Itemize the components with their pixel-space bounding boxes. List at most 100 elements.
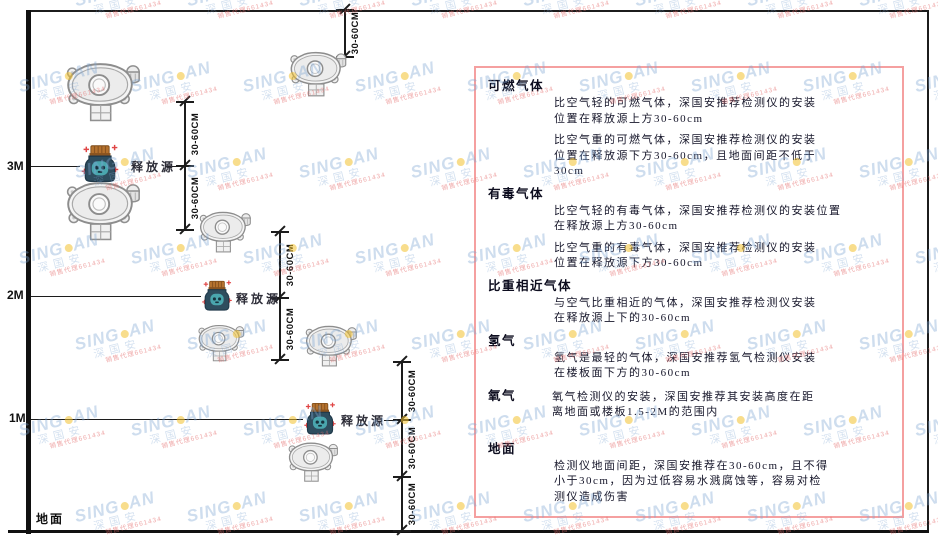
right-wall (927, 10, 929, 532)
section-paragraph: 氧气检测仪的安装，深国安推荐其安装高度在距 离地面或楼板1.5-2M的范围内 (552, 390, 815, 419)
section-title: 氧气 (488, 388, 517, 403)
floor-line (8, 530, 929, 533)
watermark-dot-icon (63, 243, 74, 253)
watermark-dot-icon (119, 501, 130, 511)
dim-tick (393, 419, 411, 421)
section-paragraph: 比空气轻的可燃气体，深国安推荐检测仪的安装 位置在释放源上方30-60cm (554, 97, 817, 125)
panel-section-hydrogen: 氢气 氢气是最轻的气体，深国安推荐氢气检测仪安装 在楼板面下方的30-60cm (488, 333, 890, 382)
gas-detector-icon (197, 211, 253, 253)
watermark-dot-icon (455, 329, 466, 339)
level-line-2m (31, 296, 201, 297)
dim-tick (271, 359, 289, 361)
dim-label: 30-60CM (284, 307, 296, 351)
watermark-dot-icon (399, 243, 410, 253)
watermark-dot-icon (455, 157, 466, 167)
watermark-dot-icon (399, 71, 410, 81)
dim-label: 30-60CM (189, 112, 201, 156)
watermark-dot-icon (231, 157, 242, 167)
section-paragraph: 氢气是最轻的气体，深国安推荐氢气检测仪安装 在楼板面下方的30-60cm (554, 351, 817, 380)
dim-label: 30-60CM (406, 426, 418, 470)
dim-tick (393, 530, 411, 532)
gas-detector-icon (302, 325, 360, 367)
dim-tick (393, 476, 411, 478)
dim-label: 30-60CM (284, 243, 296, 287)
dim-label: 30-60CM (406, 369, 418, 413)
connector-line-3m (165, 166, 185, 167)
left-wall (26, 10, 31, 534)
release-source-icon (198, 279, 236, 313)
watermark-dot-icon (903, 501, 914, 511)
dim-label: 30-60CM (349, 11, 361, 55)
watermark-dot-icon (343, 157, 354, 167)
section-paragraph: 检测仪地面间距，深国安推荐在30-60cm，且不得 小于30cm，因为过低容易水… (554, 459, 829, 503)
section-paragraph: 比空气重的有毒气体，深国安推荐检测仪的安装 位置在释放源下方30-60cm (554, 241, 817, 270)
gas-detector-icon (62, 181, 144, 241)
watermark-dot-icon (119, 329, 130, 339)
watermark-dot-icon (175, 243, 186, 253)
watermark-dot-icon (175, 415, 186, 425)
dimension-line (401, 362, 403, 532)
watermark-dot-icon (231, 501, 242, 511)
section-title: 可燃气体 (488, 79, 545, 93)
dim-tick (176, 229, 194, 231)
watermark-dot-icon (63, 415, 74, 425)
watermark-dot-icon (287, 415, 298, 425)
dim-tick (393, 361, 411, 363)
level-line-1m (31, 419, 303, 420)
dim-tick (271, 297, 289, 299)
panel-section-similar-density-gas: 比重相近气体 与空气比重相近的气体，深国安推荐检测仪安装 在释放源上下的30-6… (488, 278, 890, 327)
dim-tick (176, 101, 194, 103)
ground-label: 地面 (36, 512, 65, 526)
info-panel: 可燃气体 比空气轻的可燃气体，深国安推荐检测仪的安装 位置在释放源上方30-60… (474, 66, 904, 518)
height-label-2m: 2M (7, 288, 24, 302)
release-source-label: 释放源 (341, 414, 387, 428)
dim-label: 30-60CM (406, 482, 418, 526)
dimension-line (344, 10, 346, 57)
panel-section-oxygen: 氧气 氧气检测仪的安装，深国安推荐其安装高度在距 离地面或楼板1.5-2M的范围… (488, 388, 890, 427)
gas-detector-icon (286, 441, 340, 483)
watermark-dot-icon (175, 71, 186, 81)
section-paragraph: 比空气轻的有毒气体，深国安推荐检测仪的安装位置 在释放源上方30-60cm (554, 204, 842, 233)
section-paragraph: 与空气比重相近的气体，深国安推荐检测仪安装 在释放源上下的30-60cm (554, 296, 817, 325)
watermark-dot-icon (455, 501, 466, 511)
section-title: 地面 (488, 441, 517, 456)
level-line-3m (31, 166, 80, 167)
dim-tick (336, 9, 354, 11)
panel-section-flammable-gas: 可燃气体 比空气轻的可燃气体，深国安推荐检测仪的安装 位置在释放源上方30-60… (488, 78, 890, 180)
gas-detector-icon (287, 51, 349, 97)
section-title: 有毒气体 (488, 186, 545, 201)
ceiling-line (27, 10, 928, 12)
section-title: 氢气 (488, 333, 517, 348)
section-title: 比重相近气体 (488, 278, 573, 293)
panel-section-toxic-gas: 有毒气体 比空气轻的有毒气体，深国安推荐检测仪的安装位置 在释放源上方30-60… (488, 186, 890, 272)
release-source-label: 释放源 (131, 160, 177, 174)
gas-detector-icon (62, 62, 144, 122)
dim-tick (271, 231, 289, 233)
section-paragraph: 比空气重的可燃气体，深国安推荐检测仪的安装 位置在释放源下方30-60cm，且地… (554, 134, 817, 177)
watermark-dot-icon (343, 501, 354, 511)
watermark-dot-icon (903, 157, 914, 167)
dim-tick (176, 165, 194, 167)
watermark-dot-icon (903, 329, 914, 339)
panel-section-ground: 地面 检测仪地面间距，深国安推荐在30-60cm，且不得 小于30cm，因为过低… (488, 441, 890, 506)
